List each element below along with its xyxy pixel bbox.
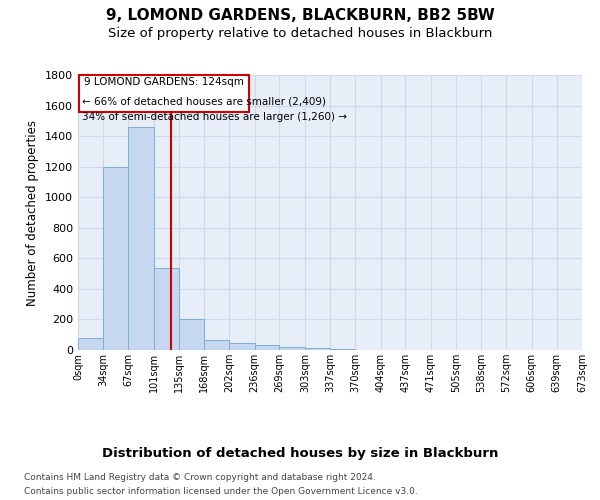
Bar [255,346,280,350]
Bar [103,166,128,350]
Bar [229,343,255,350]
Bar [179,320,204,350]
Bar [78,338,103,350]
Text: Distribution of detached houses by size in Blackburn: Distribution of detached houses by size … [102,448,498,460]
Text: Size of property relative to detached houses in Blackburn: Size of property relative to detached ho… [108,28,492,40]
Bar [305,348,331,350]
Bar [331,349,355,350]
Text: Contains HM Land Registry data © Crown copyright and database right 2024.: Contains HM Land Registry data © Crown c… [24,472,376,482]
Bar [154,268,179,350]
Text: 9, LOMOND GARDENS, BLACKBURN, BB2 5BW: 9, LOMOND GARDENS, BLACKBURN, BB2 5BW [106,8,494,22]
Text: ← 66% of detached houses are smaller (2,409): ← 66% of detached houses are smaller (2,… [82,96,326,106]
Y-axis label: Number of detached properties: Number of detached properties [26,120,40,306]
Bar [128,127,154,350]
Text: Contains public sector information licensed under the Open Government Licence v3: Contains public sector information licen… [24,488,418,496]
Text: 9 LOMOND GARDENS: 124sqm: 9 LOMOND GARDENS: 124sqm [84,78,244,88]
Text: 34% of semi-detached houses are larger (1,260) →: 34% of semi-detached houses are larger (… [82,112,347,122]
Bar [280,347,305,350]
Bar [204,340,229,350]
